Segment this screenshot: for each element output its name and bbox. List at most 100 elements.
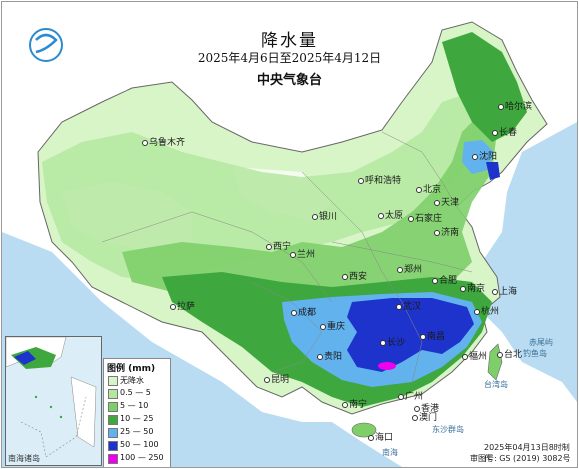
legend-label: 0.5 — 5 xyxy=(120,388,151,397)
city-label: 南京 xyxy=(460,284,485,294)
city-dot-icon xyxy=(497,351,503,358)
city-label: 贵阳 xyxy=(317,352,342,362)
map-period: 2025年4月6日至2025年4月12日 xyxy=(197,51,382,65)
city-dot-icon xyxy=(408,215,414,222)
rain-50-100 xyxy=(347,298,474,372)
city-name: 台北 xyxy=(504,350,523,360)
city-dot-icon xyxy=(342,273,348,280)
city-label: 拉萨 xyxy=(170,302,195,312)
city-label: 呼和浩特 xyxy=(358,176,401,186)
city-label: 济南 xyxy=(434,228,459,238)
map-title: 降水量 xyxy=(261,31,318,51)
city-name: 北京 xyxy=(423,185,442,195)
city-label: 北京 xyxy=(416,185,441,195)
legend-label: 无降水 xyxy=(120,376,144,385)
city-label: 香港 xyxy=(414,404,439,414)
rain-50-100-northeast xyxy=(486,162,500,180)
legend: 图例 (mm) 无降水 0.5 — 5 5 — 10 10 — 25 25 — 50 50… xyxy=(103,358,171,467)
city-label: 福州 xyxy=(462,352,487,362)
city-dot-icon xyxy=(368,434,374,441)
rain-25-50-northeast xyxy=(462,140,494,174)
city-name: 南昌 xyxy=(427,332,446,342)
city-dot-icon xyxy=(398,393,404,400)
city-name: 重庆 xyxy=(327,322,346,332)
city-label: 昆明 xyxy=(264,375,289,385)
city-label: 南宁 xyxy=(342,400,367,410)
province-borders xyxy=(101,131,473,383)
city-dot-icon xyxy=(396,303,402,310)
city-name: 武汉 xyxy=(403,302,422,312)
city-name: 沈阳 xyxy=(479,152,498,162)
city-label: 台北 xyxy=(497,350,522,360)
city-label: 天津 xyxy=(434,198,459,208)
city-label: 长春 xyxy=(492,128,517,138)
city-dot-icon xyxy=(492,288,498,295)
south-china-sea-inset: 南海诸岛 xyxy=(5,336,102,466)
city-dot-icon xyxy=(342,401,348,408)
inset-map xyxy=(5,336,97,458)
city-dot-icon xyxy=(142,139,148,146)
sea-label: 南海 xyxy=(382,448,398,457)
inset-label: 南海诸岛 xyxy=(8,454,40,463)
city-label: 澳门 xyxy=(412,413,437,423)
cma-logo xyxy=(29,28,63,62)
city-name: 长沙 xyxy=(387,338,406,348)
city-dot-icon xyxy=(498,103,504,110)
city-dot-icon xyxy=(312,213,318,220)
city-dot-icon xyxy=(290,251,296,258)
city-dot-icon xyxy=(397,266,403,273)
sea-label: 钓鱼岛 xyxy=(523,349,547,358)
sea-label: 赤尾屿 xyxy=(529,338,553,347)
city-name: 拉萨 xyxy=(177,302,196,312)
city-label: 南昌 xyxy=(420,332,445,342)
city-dot-icon xyxy=(492,129,498,136)
map-org: 中央气象台 xyxy=(256,73,322,88)
sea-label: 东沙群岛 xyxy=(432,425,464,434)
city-name: 济南 xyxy=(441,228,460,238)
city-name: 长春 xyxy=(499,128,518,138)
city-name: 乌鲁木齐 xyxy=(149,138,186,148)
city-label: 沈阳 xyxy=(472,152,497,162)
city-label: 西安 xyxy=(342,272,367,282)
city-name: 南京 xyxy=(467,284,486,294)
city-name: 西宁 xyxy=(273,242,292,252)
city-name: 澳门 xyxy=(419,413,438,423)
sea-label: 台湾岛 xyxy=(484,380,508,389)
rain-10-25-northeast xyxy=(442,32,527,142)
city-name: 南宁 xyxy=(349,400,368,410)
city-label: 太原 xyxy=(378,211,403,221)
city-name: 兰州 xyxy=(297,250,316,260)
city-name: 广州 xyxy=(405,392,424,402)
city-dot-icon xyxy=(380,339,386,346)
city-name: 海口 xyxy=(375,433,394,443)
city-name: 成都 xyxy=(298,308,317,318)
legend-swatch xyxy=(108,428,118,438)
city-label: 郑州 xyxy=(397,265,422,275)
issued-time: 2025年04月13日8时制作 xyxy=(484,443,570,463)
city-label: 银川 xyxy=(312,212,337,222)
city-label: 西宁 xyxy=(266,242,291,252)
city-name: 银川 xyxy=(319,212,338,222)
city-name: 太原 xyxy=(385,211,404,221)
legend-swatch xyxy=(108,376,118,386)
city-label: 乌鲁木齐 xyxy=(142,138,185,148)
city-dot-icon xyxy=(264,376,270,383)
city-label: 长沙 xyxy=(380,338,405,348)
city-dot-icon xyxy=(434,199,440,206)
city-name: 杭州 xyxy=(481,307,500,317)
city-dot-icon xyxy=(416,186,422,193)
hainan-land xyxy=(351,422,377,438)
city-label: 武汉 xyxy=(396,302,421,312)
legend-label: 100 — 250 xyxy=(120,453,164,462)
city-name: 郑州 xyxy=(404,265,423,275)
city-label: 哈尔滨 xyxy=(498,102,532,112)
city-name: 西安 xyxy=(349,272,368,282)
city-dot-icon xyxy=(462,353,468,360)
legend-label: 50 — 100 xyxy=(120,440,159,449)
city-dot-icon xyxy=(460,285,466,292)
city-dot-icon xyxy=(472,153,478,160)
rain-100-250 xyxy=(378,362,396,370)
legend-swatch xyxy=(108,389,118,399)
